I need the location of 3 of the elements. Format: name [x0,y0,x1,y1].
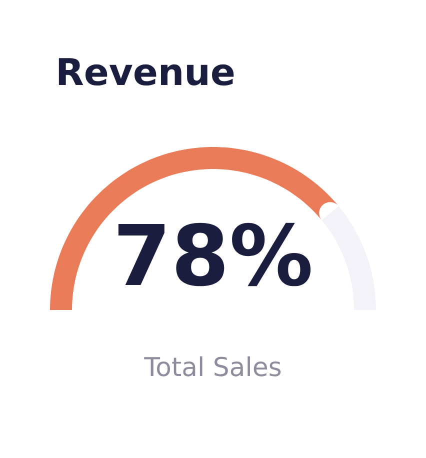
chart-title: Revenue [58,58,234,86]
text: Total Sales [144,356,281,376]
data-label: 78% [118,222,311,286]
